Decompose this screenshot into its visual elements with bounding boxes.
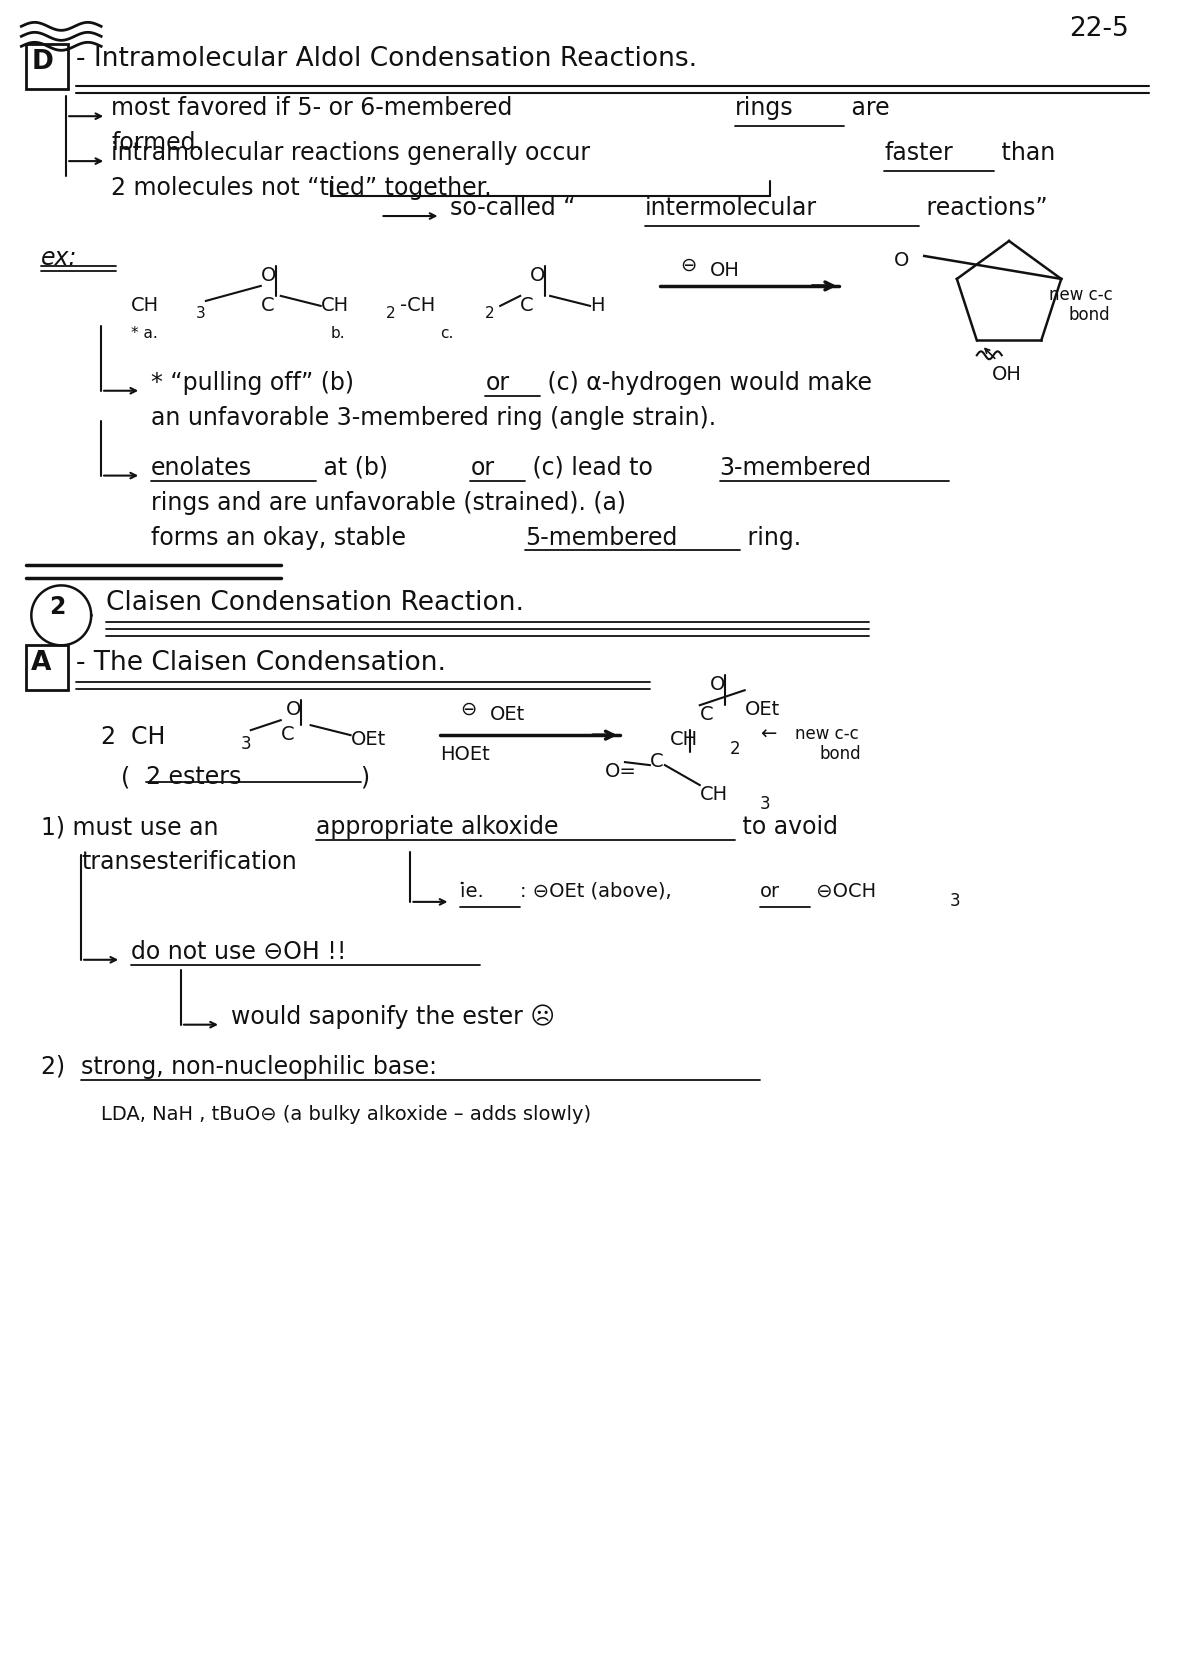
Text: i̇e.: i̇e. [461,881,484,901]
Text: CH: CH [700,785,728,803]
Text: O: O [286,701,301,719]
Text: 2: 2 [730,740,740,759]
Text: than: than [994,141,1055,164]
Text: or: or [485,370,509,395]
Text: 3: 3 [196,305,205,320]
Text: (: ( [121,765,131,788]
Text: OH: OH [991,365,1021,383]
Text: -CH: -CH [401,295,436,315]
Text: O: O [260,266,276,286]
Text: reactions”: reactions” [919,196,1048,221]
Text: O: O [894,251,910,271]
Text: 2: 2 [49,596,66,619]
Text: faster: faster [884,141,953,164]
Text: bond: bond [820,745,862,764]
Text: 2: 2 [385,305,395,320]
Text: (c) α-hydrogen would make: (c) α-hydrogen would make [540,370,872,395]
Text: O: O [530,266,546,286]
Text: OEt: OEt [491,706,526,724]
Bar [26,45,68,90]
Text: c.: c. [440,325,454,340]
Text: C: C [700,706,713,724]
Text: transesterification: transesterification [82,850,296,873]
Text: - Intramolecular Aldol Condensation Reactions.: - Intramolecular Aldol Condensation Reac… [77,46,697,73]
Text: C: C [281,725,294,744]
Text: 5-membered: 5-membered [526,526,678,549]
Text: ⊖: ⊖ [461,701,476,719]
Text: C: C [650,752,664,772]
Text: 2 molecules not “tied” together.: 2 molecules not “tied” together. [112,176,492,201]
Text: strong, non-nucleophilic base:: strong, non-nucleophilic base: [82,1054,437,1079]
Text: to avoid: to avoid [734,815,838,838]
Text: OEt: OEt [350,730,386,749]
Text: O=: O= [605,762,637,782]
Text: ring.: ring. [739,526,800,549]
Text: C: C [520,295,534,315]
Text: 2 esters: 2 esters [146,765,241,788]
Text: do not use ⊖OH !!: do not use ⊖OH !! [131,940,347,964]
Text: H: H [590,295,605,315]
Text: would saponify the ester ☹: would saponify the ester ☹ [230,1004,554,1029]
Text: bond: bond [1069,305,1110,324]
Text: ⊖: ⊖ [680,256,696,276]
Text: HOEt: HOEt [440,745,490,764]
Text: OH: OH [709,261,739,281]
Text: new c-c: new c-c [794,725,858,744]
Text: enolates: enolates [151,455,252,480]
Text: * “pulling off” (b): * “pulling off” (b) [151,370,361,395]
Text: rings and are unfavorable (strained). (a): rings and are unfavorable (strained). (a… [151,491,626,515]
Text: intramolecular reactions generally occur: intramolecular reactions generally occur [112,141,598,164]
Text: 3: 3 [760,795,770,813]
Text: b.: b. [331,325,346,340]
Text: 2  CH: 2 CH [101,725,166,749]
Text: ←: ← [760,725,776,744]
Text: CH: CH [131,295,160,315]
Text: 22-5: 22-5 [1069,17,1129,43]
Text: appropriate alkoxide: appropriate alkoxide [316,815,558,838]
Text: forms an okay, stable: forms an okay, stable [151,526,414,549]
Text: so-called “: so-called “ [450,196,576,221]
Text: 2: 2 [485,305,494,320]
Text: at (b): at (b) [316,455,395,480]
Text: C: C [260,295,275,315]
Text: A: A [31,651,52,676]
Text: (c) lead to: (c) lead to [526,455,660,480]
Text: CH: CH [320,295,349,315]
Text: 1) must use an: 1) must use an [41,815,227,838]
Text: ⊖OCH: ⊖OCH [810,881,876,901]
Text: most favored if 5- or 6-membered: most favored if 5- or 6-membered [112,96,520,120]
Text: intermolecular: intermolecular [644,196,817,221]
Text: or: or [470,455,494,480]
Text: 3: 3 [949,891,960,910]
Text: LDA, NaH , tBuO⊖ (a bulky alkoxide – adds slowly): LDA, NaH , tBuO⊖ (a bulky alkoxide – add… [101,1104,592,1124]
Text: 3: 3 [241,735,252,754]
Text: D: D [31,50,53,75]
Text: an unfavorable 3-membered ring (angle strain).: an unfavorable 3-membered ring (angle st… [151,405,716,430]
Text: OEt: OEt [745,701,780,719]
Text: Claisen Condensation Reaction.: Claisen Condensation Reaction. [106,591,524,616]
Text: * a.: * a. [131,325,158,340]
Text: 2): 2) [41,1054,73,1079]
Text: are: are [845,96,890,120]
Text: new c-c: new c-c [1049,286,1112,304]
Text: CH: CH [670,730,698,749]
Text: : ⊖OEt (above),: : ⊖OEt (above), [520,881,684,901]
Text: O: O [709,676,725,694]
Bar [26,646,68,691]
Text: or: or [760,881,780,901]
Text: 3-membered: 3-membered [720,455,872,480]
Text: ): ) [360,765,370,788]
Text: formed.: formed. [112,131,203,154]
Text: ex:: ex: [41,246,78,271]
Text: - The Claisen Condensation.: - The Claisen Condensation. [77,651,446,676]
Text: rings: rings [734,96,793,120]
